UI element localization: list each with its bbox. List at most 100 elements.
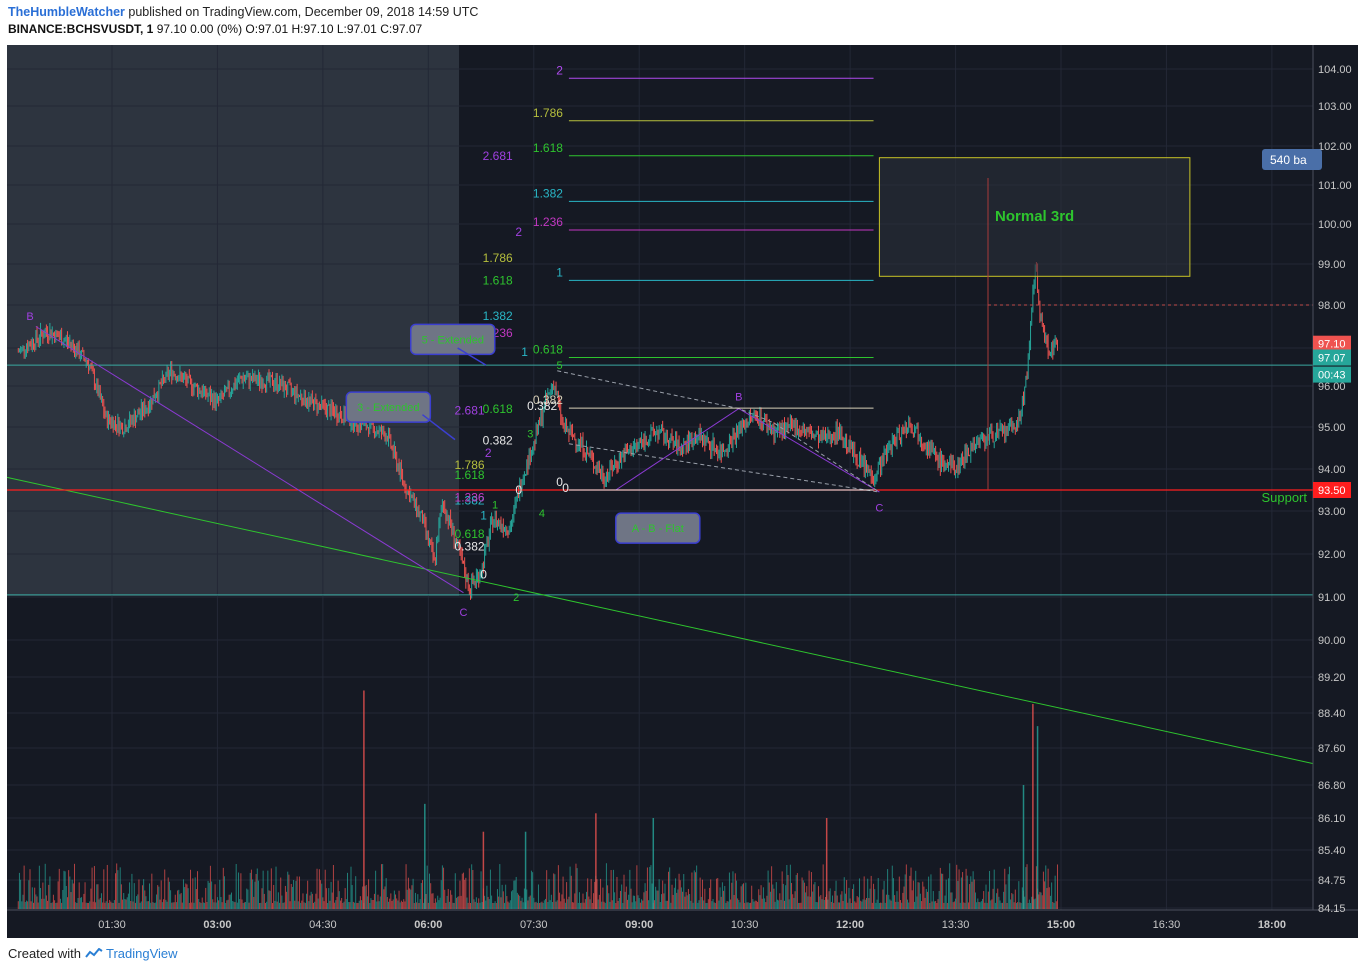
time-tick-label: 12:00 — [836, 919, 864, 931]
time-tick-label: 09:00 — [625, 919, 653, 931]
fib-side-label: 2.681 — [455, 404, 485, 418]
price-badge-text: 00:43 — [1318, 370, 1346, 382]
price-tick-label: 88.40 — [1318, 708, 1346, 720]
fib-side-label: 0.382 — [455, 540, 485, 554]
fib-side-label: 0.382 — [483, 433, 513, 447]
price-tick-label: 87.60 — [1318, 743, 1346, 755]
fib-side-label: 1.382 — [455, 494, 485, 508]
price-badge — [1313, 335, 1351, 352]
box-label: Normal 3rd — [995, 208, 1074, 225]
price-tick-label: 96.00 — [1318, 381, 1346, 393]
price-badge — [1313, 366, 1351, 383]
price-tick-label: 93.00 — [1318, 506, 1346, 518]
fib-side-label: 1.786 — [483, 251, 513, 265]
time-tick-label: 13:30 — [942, 919, 970, 931]
price-tick-label: 104.00 — [1318, 64, 1352, 76]
callout-box — [615, 512, 701, 544]
bars-badge — [1262, 149, 1322, 170]
callout-pointer — [457, 347, 487, 366]
price-tick-label: 84.15 — [1318, 903, 1346, 915]
callout-text: A - B - Flat — [632, 523, 684, 535]
time-tick-label: 06:00 — [414, 919, 442, 931]
price-badge-text: 97.10 — [1318, 339, 1346, 351]
time-tick-label: 15:00 — [1047, 919, 1075, 931]
fib-side-label: 0 — [562, 481, 569, 495]
fib-side-label: 2 — [485, 446, 492, 460]
published-text: published on TradingView.com, December 0… — [128, 5, 479, 19]
wave-label: 3 — [527, 428, 533, 440]
wave-label: 4 — [539, 508, 545, 520]
price-tick-label: 100.00 — [1318, 219, 1352, 231]
time-tick-label: 03:00 — [203, 919, 231, 931]
fib-side-label: 1.236 — [455, 491, 485, 505]
price-tick-label: 103.00 — [1318, 101, 1352, 113]
dashed-channel — [557, 370, 880, 493]
callout-box — [410, 323, 496, 356]
fib-level-label: 1.786 — [533, 106, 563, 120]
fib-level-label: 1.236 — [533, 215, 563, 229]
fib-level-label: 2 — [556, 63, 563, 77]
callout-box — [345, 391, 432, 423]
wave-label: B — [735, 391, 742, 403]
time-axis-labels: 01:30 03:00 04:30 06:00 07:30 09:00 10:30 12:00… — [98, 919, 1286, 931]
wave-label: 1 — [492, 500, 498, 512]
price-badge — [1313, 349, 1351, 366]
time-tick-label: 16:30 — [1153, 919, 1181, 931]
fib-level-label: 1 — [556, 265, 563, 279]
wave-label: C — [875, 503, 883, 515]
fib-side-label: 0.382 — [527, 399, 557, 413]
trend-line — [6, 476, 1359, 774]
dashed-channel — [568, 443, 880, 493]
fib-level-label: 0.618 — [533, 343, 563, 357]
price-tick-label: 98.00 — [1318, 300, 1346, 312]
time-tick-label: 04:30 — [309, 919, 337, 931]
fib-side-label: 0 — [515, 483, 522, 497]
drawings — [6, 77, 1359, 774]
price-badge-text: 93.50 — [1318, 485, 1346, 497]
price-tick-label: 84.75 — [1318, 875, 1346, 887]
publish-line: TheHumbleWatcher published on TradingVie… — [8, 5, 478, 19]
price-badges: 97.10 97.07 00:43 93.50 540 ba — [1262, 149, 1351, 498]
bars-badge-text: 540 ba — [1270, 153, 1307, 167]
time-tick-label: 18:00 — [1258, 919, 1286, 931]
wave-line — [35, 326, 464, 594]
time-axis[interactable] — [7, 910, 1358, 938]
price-tick-label: 86.10 — [1318, 813, 1346, 825]
wave-label: C — [460, 607, 468, 619]
price-tick-label: 86.80 — [1318, 780, 1346, 792]
price-tick-label: 95.00 — [1318, 422, 1346, 434]
fib-side-label: 2 — [515, 225, 522, 239]
tradingview-brand[interactable]: TradingView — [106, 946, 178, 961]
fib-side-label: 1.618 — [455, 468, 485, 482]
fib-level-label: 1.618 — [533, 141, 563, 155]
author-link[interactable]: TheHumbleWatcher — [8, 5, 125, 19]
fib-level-label: 0 — [556, 475, 563, 489]
wave-label: 5 — [556, 360, 562, 372]
fib-side-label: 0.618 — [483, 402, 513, 416]
price-axis-labels: 104.00 103.00 102.00 101.00 100.00 99.00 98.00… — [1318, 64, 1352, 915]
fib-side-label: 0.618 — [455, 527, 485, 541]
symbol-label: BINANCE:BCHSVUSDT, 1 — [8, 22, 154, 36]
time-tick-label: 07:30 — [520, 919, 548, 931]
price-tick-label: 90.00 — [1318, 635, 1346, 647]
fib-side-label: 1 — [480, 508, 487, 522]
time-tick-label: 01:30 — [98, 919, 126, 931]
price-tick-label: 99.00 — [1318, 259, 1346, 271]
volume-bars — [17, 690, 1058, 909]
price-tick-label: 94.00 — [1318, 464, 1346, 476]
callout-text: 3 - Extended — [357, 402, 419, 414]
price-tick-label: 102.00 — [1318, 141, 1352, 153]
price-axis[interactable] — [1313, 45, 1358, 910]
shaded-range — [7, 45, 459, 596]
time-tick-label: 10:30 — [731, 919, 759, 931]
created-with-text: Created with — [8, 946, 81, 961]
price-badge-text: 97.07 — [1318, 353, 1346, 365]
callout-text: 5 - Extended — [422, 334, 484, 346]
candles — [17, 262, 1058, 600]
fib-side-label: 2.681 — [483, 149, 513, 163]
fib-level-label: 0.382 — [533, 393, 563, 407]
footer: Created with TradingView — [8, 946, 178, 961]
price-badge — [1313, 482, 1351, 498]
fib-side-label: 0 — [480, 568, 487, 582]
